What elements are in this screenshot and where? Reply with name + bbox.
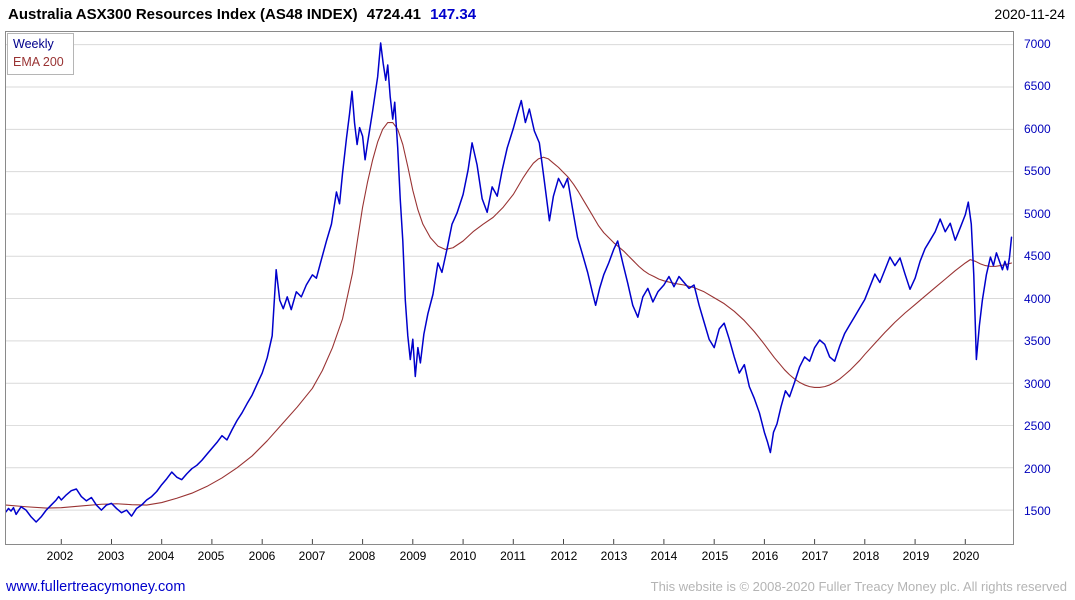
x-tick-label: 2011 bbox=[500, 549, 526, 563]
x-tick-label: 2009 bbox=[399, 549, 427, 563]
x-tick-label: 2015 bbox=[701, 549, 729, 563]
legend-weekly-label: Weekly bbox=[13, 37, 54, 51]
y-tick-label: 2000 bbox=[1024, 462, 1051, 476]
x-tick-label: 2005 bbox=[197, 549, 225, 563]
x-tick-label: 2002 bbox=[46, 549, 74, 563]
weekly-line bbox=[6, 42, 1013, 523]
plot-svg bbox=[6, 42, 1013, 544]
x-tick-label: 2013 bbox=[600, 549, 628, 563]
y-tick-label: 4500 bbox=[1024, 249, 1051, 263]
legend: Weekly EMA 200 bbox=[7, 33, 74, 75]
x-tick-label: 2016 bbox=[751, 549, 779, 563]
x-tick-label: 2004 bbox=[147, 549, 175, 563]
x-tick-label: 2019 bbox=[902, 549, 930, 563]
chart-date: 2020-11-24 bbox=[994, 6, 1065, 22]
x-tick-label: 2020 bbox=[952, 549, 980, 563]
x-tick-label: 2008 bbox=[348, 549, 376, 563]
x-tick-label: 2018 bbox=[852, 549, 880, 563]
y-tick-label: 3500 bbox=[1024, 334, 1051, 348]
y-tick-label: 5000 bbox=[1024, 207, 1051, 221]
x-tick-label: 2007 bbox=[298, 549, 326, 563]
x-tick-label: 2006 bbox=[248, 549, 276, 563]
x-tick-label: 2012 bbox=[550, 549, 578, 563]
legend-ema-label: EMA 200 bbox=[13, 54, 64, 69]
x-axis: 2002 2003 2004 2005 2006 2007 2008 2009 2010 2011… bbox=[5, 549, 1014, 565]
page-title: Australia ASX300 Resources Index (AS48 I… bbox=[8, 6, 481, 23]
y-tick-label: 3000 bbox=[1024, 377, 1051, 391]
y-tick-label: 6500 bbox=[1024, 79, 1051, 93]
x-tick-label: 2003 bbox=[97, 549, 125, 563]
x-tick-label: 2014 bbox=[650, 549, 678, 563]
index-name: Australia ASX300 Resources Index (AS48 I… bbox=[8, 6, 358, 23]
chart-frame: Weekly EMA 200 bbox=[5, 31, 1014, 545]
footer-copyright: This website is © 2008-2020 Fuller Treac… bbox=[650, 579, 1067, 594]
y-axis: 1500 2000 2500 3000 3500 4000 4500 5000 5500 6000… bbox=[1022, 31, 1074, 547]
y-tick-label: 4000 bbox=[1024, 292, 1051, 306]
y-tick-label: 7000 bbox=[1024, 37, 1051, 51]
y-tick-label: 6000 bbox=[1024, 122, 1051, 136]
index-price: 4724.41 bbox=[366, 6, 421, 23]
y-tick-label: 2500 bbox=[1024, 419, 1051, 433]
y-tick-label: 1500 bbox=[1024, 504, 1051, 518]
x-tick-label: 2010 bbox=[449, 549, 477, 563]
footer-site-link[interactable]: www.fullertreacymoney.com bbox=[6, 579, 186, 595]
y-tick-label: 5500 bbox=[1024, 164, 1051, 178]
x-tick-label: 2017 bbox=[801, 549, 829, 563]
index-change: 147.34 bbox=[430, 6, 477, 23]
ema-200-line bbox=[6, 121, 1013, 509]
